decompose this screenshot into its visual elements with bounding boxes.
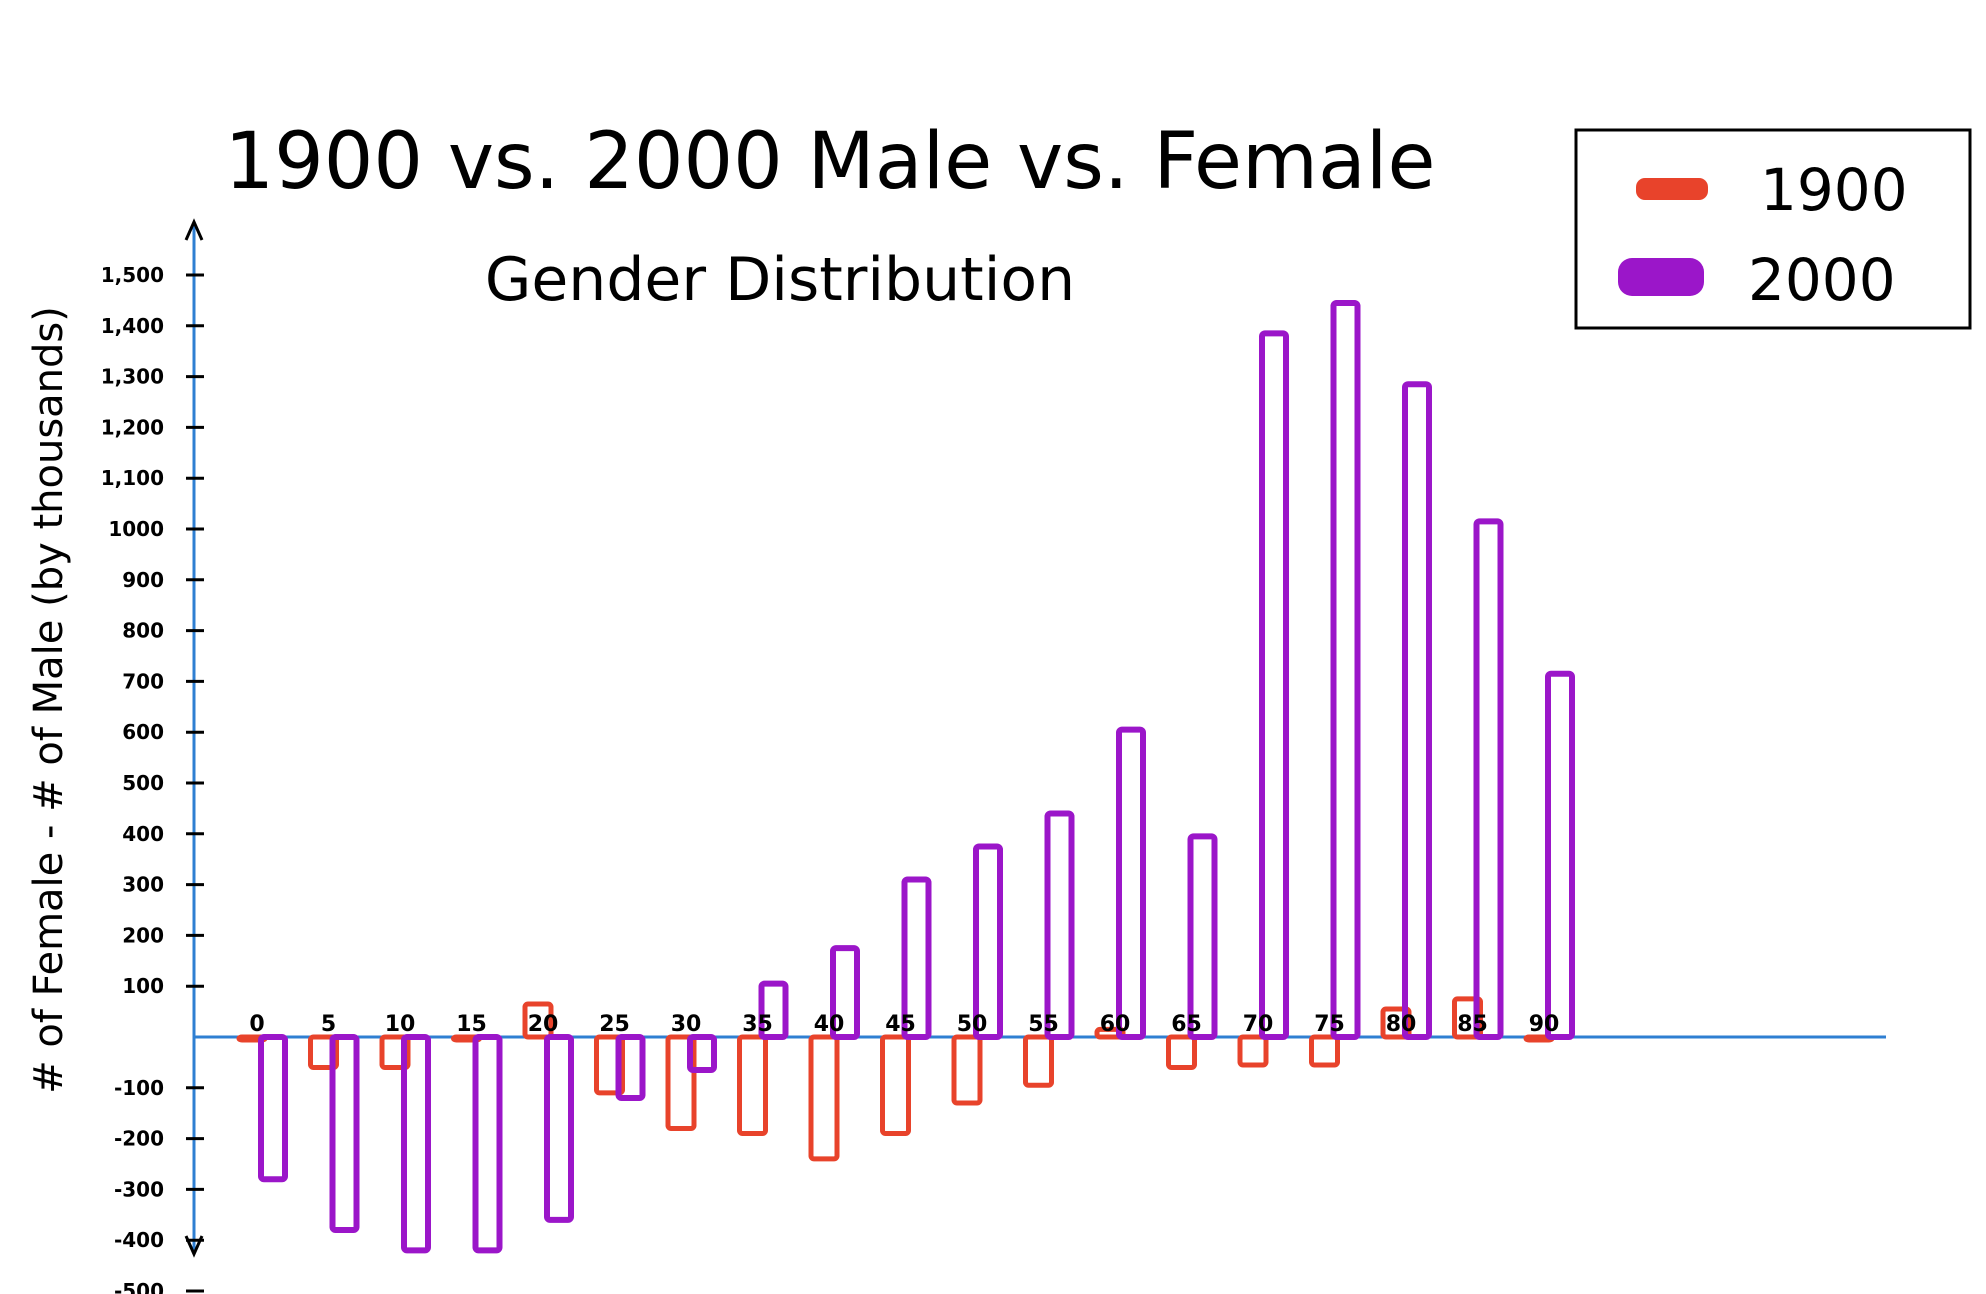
bar-1900-60 bbox=[1094, 1026, 1126, 1040]
bar-2000-10 bbox=[401, 1034, 431, 1254]
y-tick-label: -200 bbox=[114, 1127, 164, 1151]
bar-1900-5 bbox=[308, 1034, 339, 1070]
bar-2000-35 bbox=[758, 980, 789, 1040]
x-tick-label: 60 bbox=[1100, 1012, 1131, 1037]
x-tick-label: 0 bbox=[249, 1012, 264, 1037]
bar-2000-75 bbox=[1330, 299, 1361, 1040]
x-tick-label: 25 bbox=[599, 1012, 630, 1037]
bar-1900-45 bbox=[880, 1034, 911, 1137]
y-axis-arrow-bottom bbox=[184, 1235, 204, 1258]
bar-2000-50 bbox=[973, 843, 1003, 1040]
y-tick-label: 1,500 bbox=[101, 263, 164, 287]
legend-label-1900: 1900 bbox=[1760, 156, 1908, 224]
bar-2000-30 bbox=[687, 1034, 717, 1074]
y-tick-label: 300 bbox=[122, 873, 164, 897]
legend-label-2000: 2000 bbox=[1748, 246, 1896, 314]
x-tick-label: 45 bbox=[885, 1012, 916, 1037]
y-axis-label: # of Female - # of Male (by thousands) bbox=[26, 306, 72, 1094]
y-tick-label: 500 bbox=[122, 771, 164, 795]
bar-2000-80 bbox=[1402, 381, 1432, 1041]
bar-2000-90 bbox=[1545, 670, 1575, 1041]
y-tick-label: -400 bbox=[114, 1228, 164, 1252]
x-tick-label: 20 bbox=[528, 1012, 559, 1037]
bar-1900-35 bbox=[737, 1034, 768, 1137]
x-tick-label: 75 bbox=[1314, 1012, 1345, 1037]
y-tick-label: -300 bbox=[114, 1177, 164, 1201]
bar-2000-5 bbox=[329, 1034, 360, 1234]
bar-1900-20 bbox=[522, 1001, 554, 1040]
y-tick-label: 700 bbox=[122, 669, 164, 693]
x-tick-label: 50 bbox=[957, 1012, 988, 1037]
legend-swatch-2000 bbox=[1618, 258, 1704, 296]
bars bbox=[236, 299, 1575, 1254]
bar-1900-80 bbox=[1380, 1006, 1412, 1040]
bar-2000-45 bbox=[901, 876, 932, 1041]
y-tick-label: 1,300 bbox=[101, 365, 164, 389]
bar-2000-0 bbox=[258, 1034, 288, 1183]
x-tick-label: 15 bbox=[456, 1012, 487, 1037]
bar-1900-10 bbox=[379, 1034, 411, 1070]
bar-1900-70 bbox=[1237, 1034, 1269, 1068]
tick-labels: 1,5001,4001,3001,2001,100100090080070060… bbox=[101, 263, 1560, 1294]
bar-1900-55 bbox=[1023, 1034, 1054, 1088]
x-tick-label: 65 bbox=[1171, 1012, 1202, 1037]
bar-2000-25 bbox=[615, 1034, 646, 1101]
bar-2000-85 bbox=[1473, 518, 1504, 1040]
axes bbox=[184, 218, 1886, 1293]
y-tick-label: 1000 bbox=[108, 517, 164, 541]
bar-1900-85 bbox=[1452, 996, 1483, 1040]
y-tick-label: 200 bbox=[122, 923, 164, 947]
x-tick-label: 85 bbox=[1457, 1012, 1488, 1037]
legend: 1900 2000 bbox=[1574, 128, 1972, 330]
y-tick-label: 400 bbox=[122, 822, 164, 846]
x-tick-label: 35 bbox=[742, 1012, 773, 1037]
bar-2000-40 bbox=[830, 945, 860, 1040]
x-tick-label: 70 bbox=[1243, 1012, 1274, 1037]
bar-2000-60 bbox=[1116, 726, 1146, 1040]
bar-1900-50 bbox=[951, 1034, 983, 1106]
x-tick-label: 80 bbox=[1386, 1012, 1417, 1037]
legend-box bbox=[1574, 128, 1972, 330]
bar-2000-70 bbox=[1259, 330, 1289, 1041]
bar-1900-75 bbox=[1309, 1034, 1340, 1068]
chart-subtitle: Gender Distribution bbox=[485, 245, 1075, 315]
y-tick-label: 100 bbox=[122, 974, 164, 998]
y-tick-label: 1,200 bbox=[101, 415, 164, 439]
legend-swatch-1900 bbox=[1636, 178, 1708, 200]
y-tick-label: -100 bbox=[114, 1076, 164, 1100]
bar-2000-15 bbox=[472, 1034, 503, 1254]
bar-1900-40 bbox=[808, 1034, 840, 1162]
y-tick-label: 1,400 bbox=[101, 314, 164, 338]
x-tick-label: 40 bbox=[814, 1012, 845, 1037]
bar-2000-20 bbox=[544, 1034, 574, 1223]
y-axis-arrow-top bbox=[184, 218, 204, 241]
y-tick-label: 900 bbox=[122, 568, 164, 592]
y-tick-label: -500 bbox=[114, 1279, 164, 1294]
y-tick-label: 1,100 bbox=[101, 466, 164, 490]
chart-title: 1900 vs. 2000 Male vs. Female bbox=[225, 117, 1436, 207]
bar-1900-65 bbox=[1166, 1034, 1197, 1070]
x-tick-label: 30 bbox=[671, 1012, 702, 1037]
bar-1900-30 bbox=[665, 1034, 697, 1131]
y-tick-label: 800 bbox=[122, 619, 164, 643]
y-tick-label: 600 bbox=[122, 720, 164, 744]
x-tick-label: 5 bbox=[321, 1012, 336, 1037]
bar-2000-65 bbox=[1187, 833, 1218, 1041]
bar-1900-25 bbox=[594, 1034, 625, 1096]
x-tick-label: 90 bbox=[1529, 1012, 1560, 1037]
bar-2000-55 bbox=[1044, 810, 1075, 1040]
x-tick-label: 10 bbox=[385, 1012, 416, 1037]
x-tick-label: 55 bbox=[1028, 1012, 1059, 1037]
